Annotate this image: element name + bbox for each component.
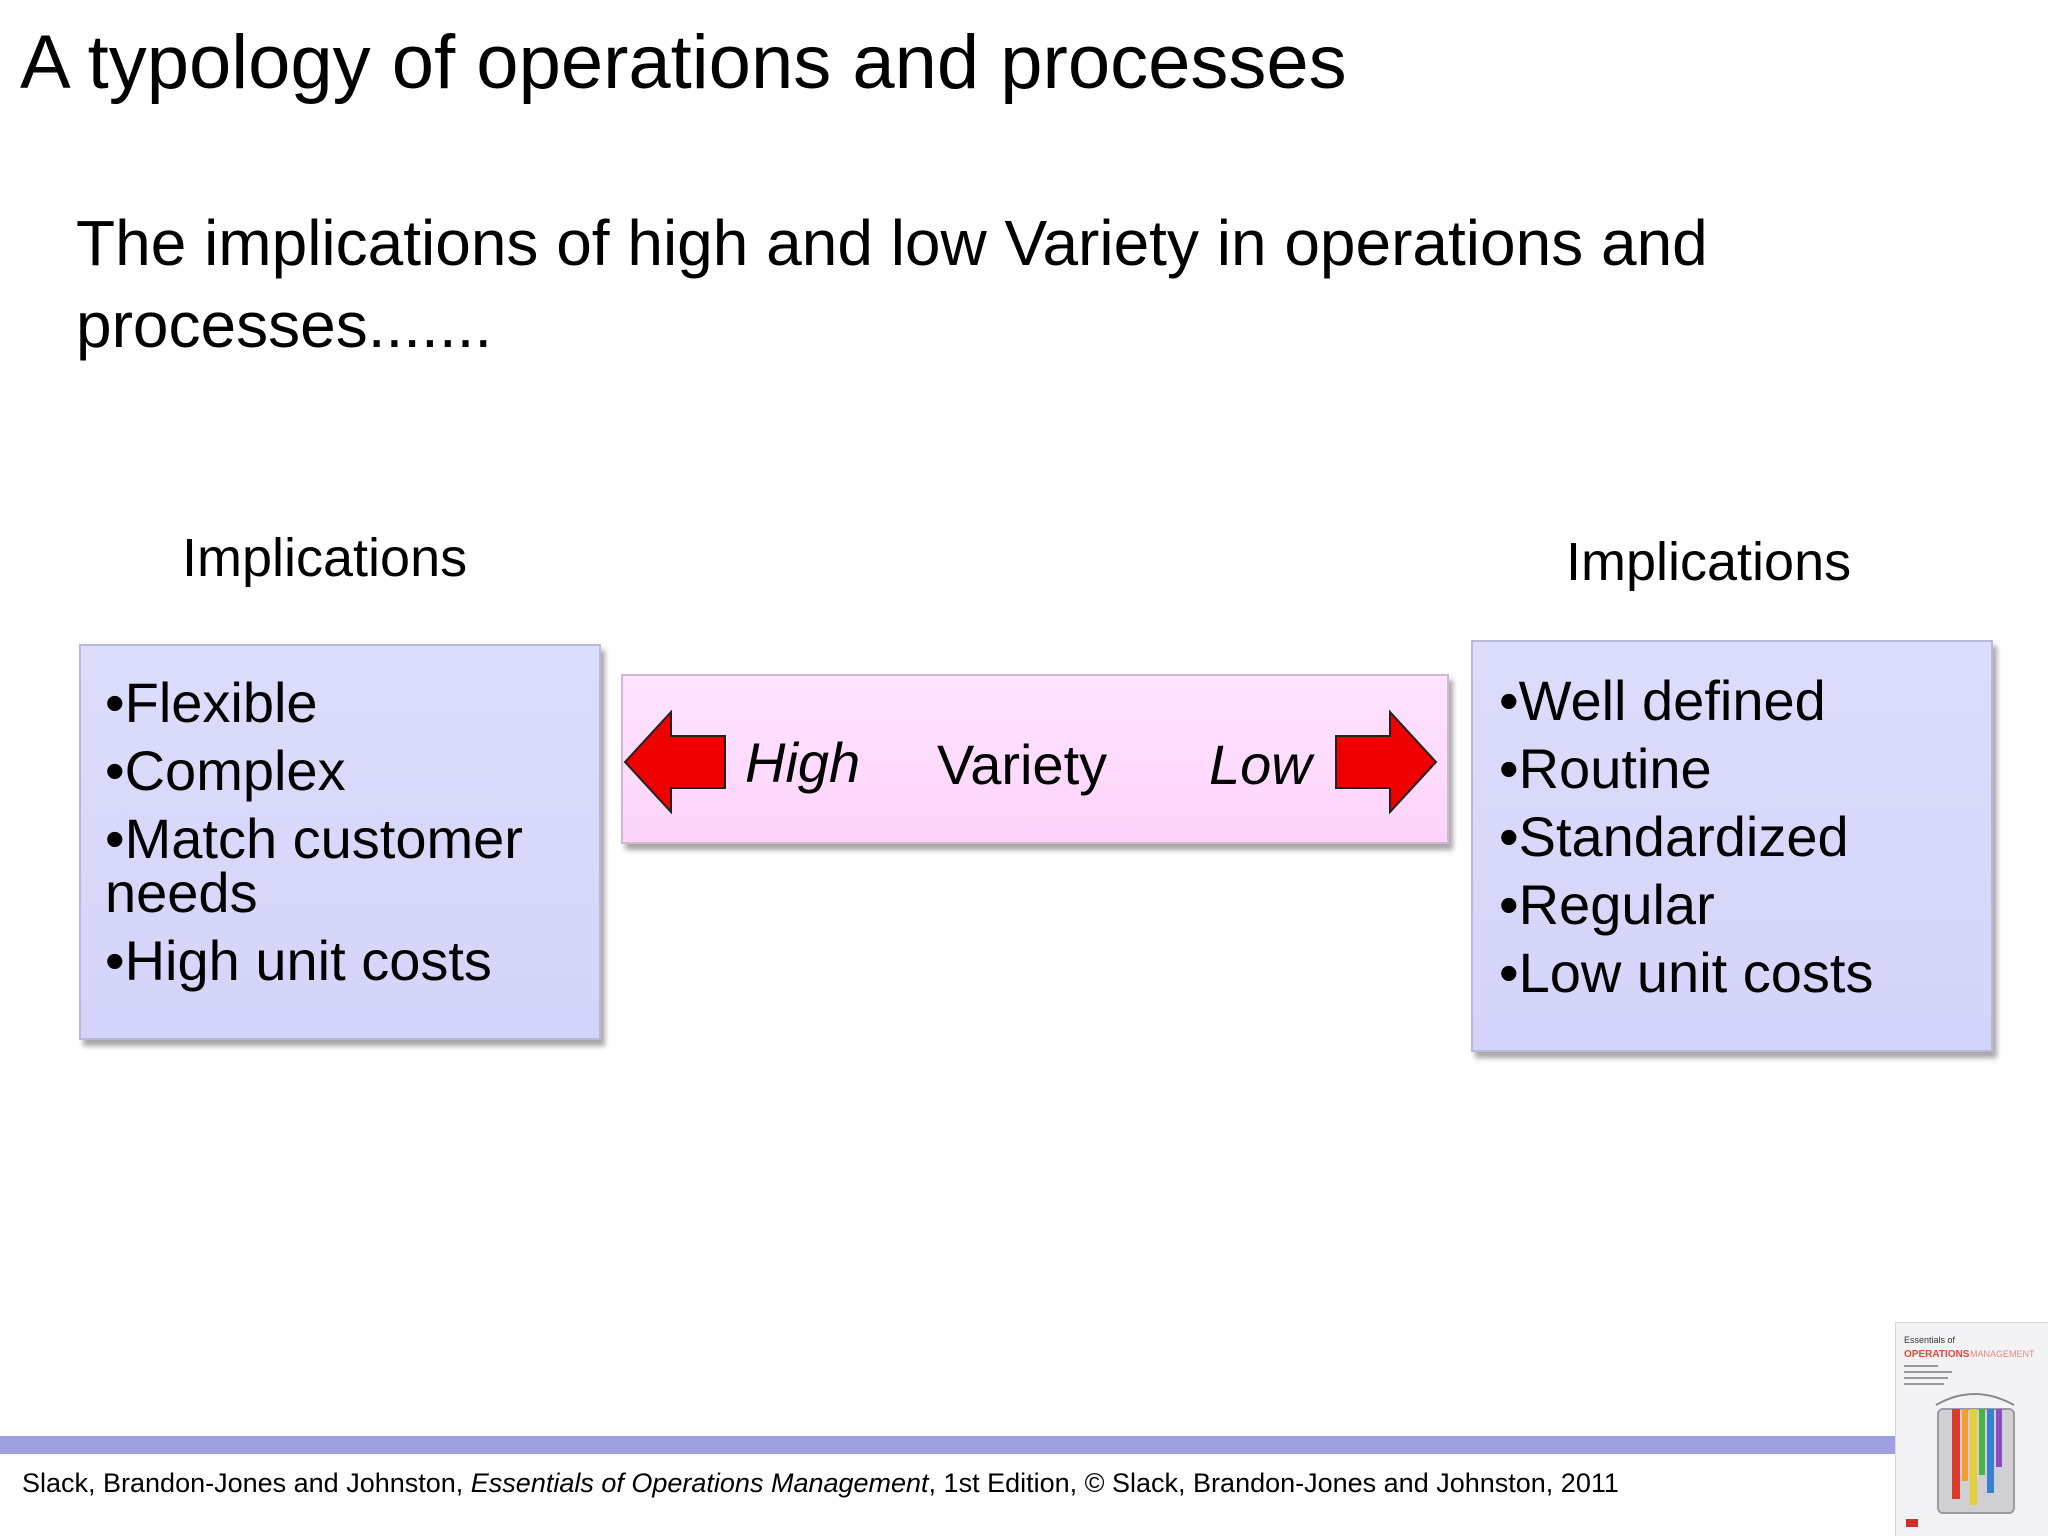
- list-item: Standardized: [1499, 809, 1981, 865]
- variety-scale-bar: High Variety Low: [621, 674, 1449, 844]
- list-item: Flexible: [105, 675, 589, 731]
- arrow-right-icon: [1335, 710, 1438, 814]
- low-variety-implications-box: Well defined Routine Standardized Regula…: [1471, 640, 1993, 1052]
- book-cover-art: Essentials of OPERATIONS MANAGEMENT: [1896, 1323, 2048, 1536]
- arrow-left-icon: [623, 710, 726, 814]
- low-variety-list: Well defined Routine Standardized Regula…: [1499, 673, 1981, 1001]
- high-label: High: [745, 731, 861, 794]
- footer-citation: Slack, Brandon-Jones and Johnston, Essen…: [22, 1466, 1619, 1500]
- slide-subtitle: The implications of high and low Variety…: [76, 207, 1708, 361]
- high-variety-implications-box: Flexible Complex Match customer needs Hi…: [79, 644, 601, 1040]
- list-item: Regular: [1499, 877, 1981, 933]
- book-cover-line1: Essentials of: [1904, 1335, 1956, 1345]
- list-item: Routine: [1499, 741, 1981, 797]
- list-item: Low unit costs: [1499, 945, 1981, 1001]
- footer-edition: , 1st Edition, © Slack, Brandon-Jones an…: [928, 1468, 1619, 1498]
- high-variety-list: Flexible Complex Match customer needs Hi…: [105, 675, 589, 989]
- list-item: Well defined: [1499, 673, 1981, 729]
- list-item: High unit costs: [105, 933, 589, 989]
- book-cover-line3: MANAGEMENT: [1970, 1349, 2035, 1359]
- book-cover-line2: OPERATIONS: [1904, 1349, 1970, 1360]
- list-item: Complex: [105, 743, 589, 799]
- low-label: Low: [1209, 733, 1312, 796]
- book-cover-image: Essentials of OPERATIONS MANAGEMENT: [1895, 1322, 2048, 1536]
- list-item: Match customer needs: [105, 811, 589, 921]
- footer-authors: Slack, Brandon-Jones and Johnston,: [22, 1468, 471, 1498]
- left-implications-heading: Implications: [182, 528, 468, 588]
- footer-book-title: Essentials of Operations Management: [470, 1468, 929, 1498]
- right-implications-heading: Implications: [1566, 532, 1852, 592]
- variety-label: Variety: [937, 733, 1108, 796]
- slide-title: A typology of operations and processes: [20, 20, 1347, 105]
- footer-divider-bar: [0, 1436, 1895, 1454]
